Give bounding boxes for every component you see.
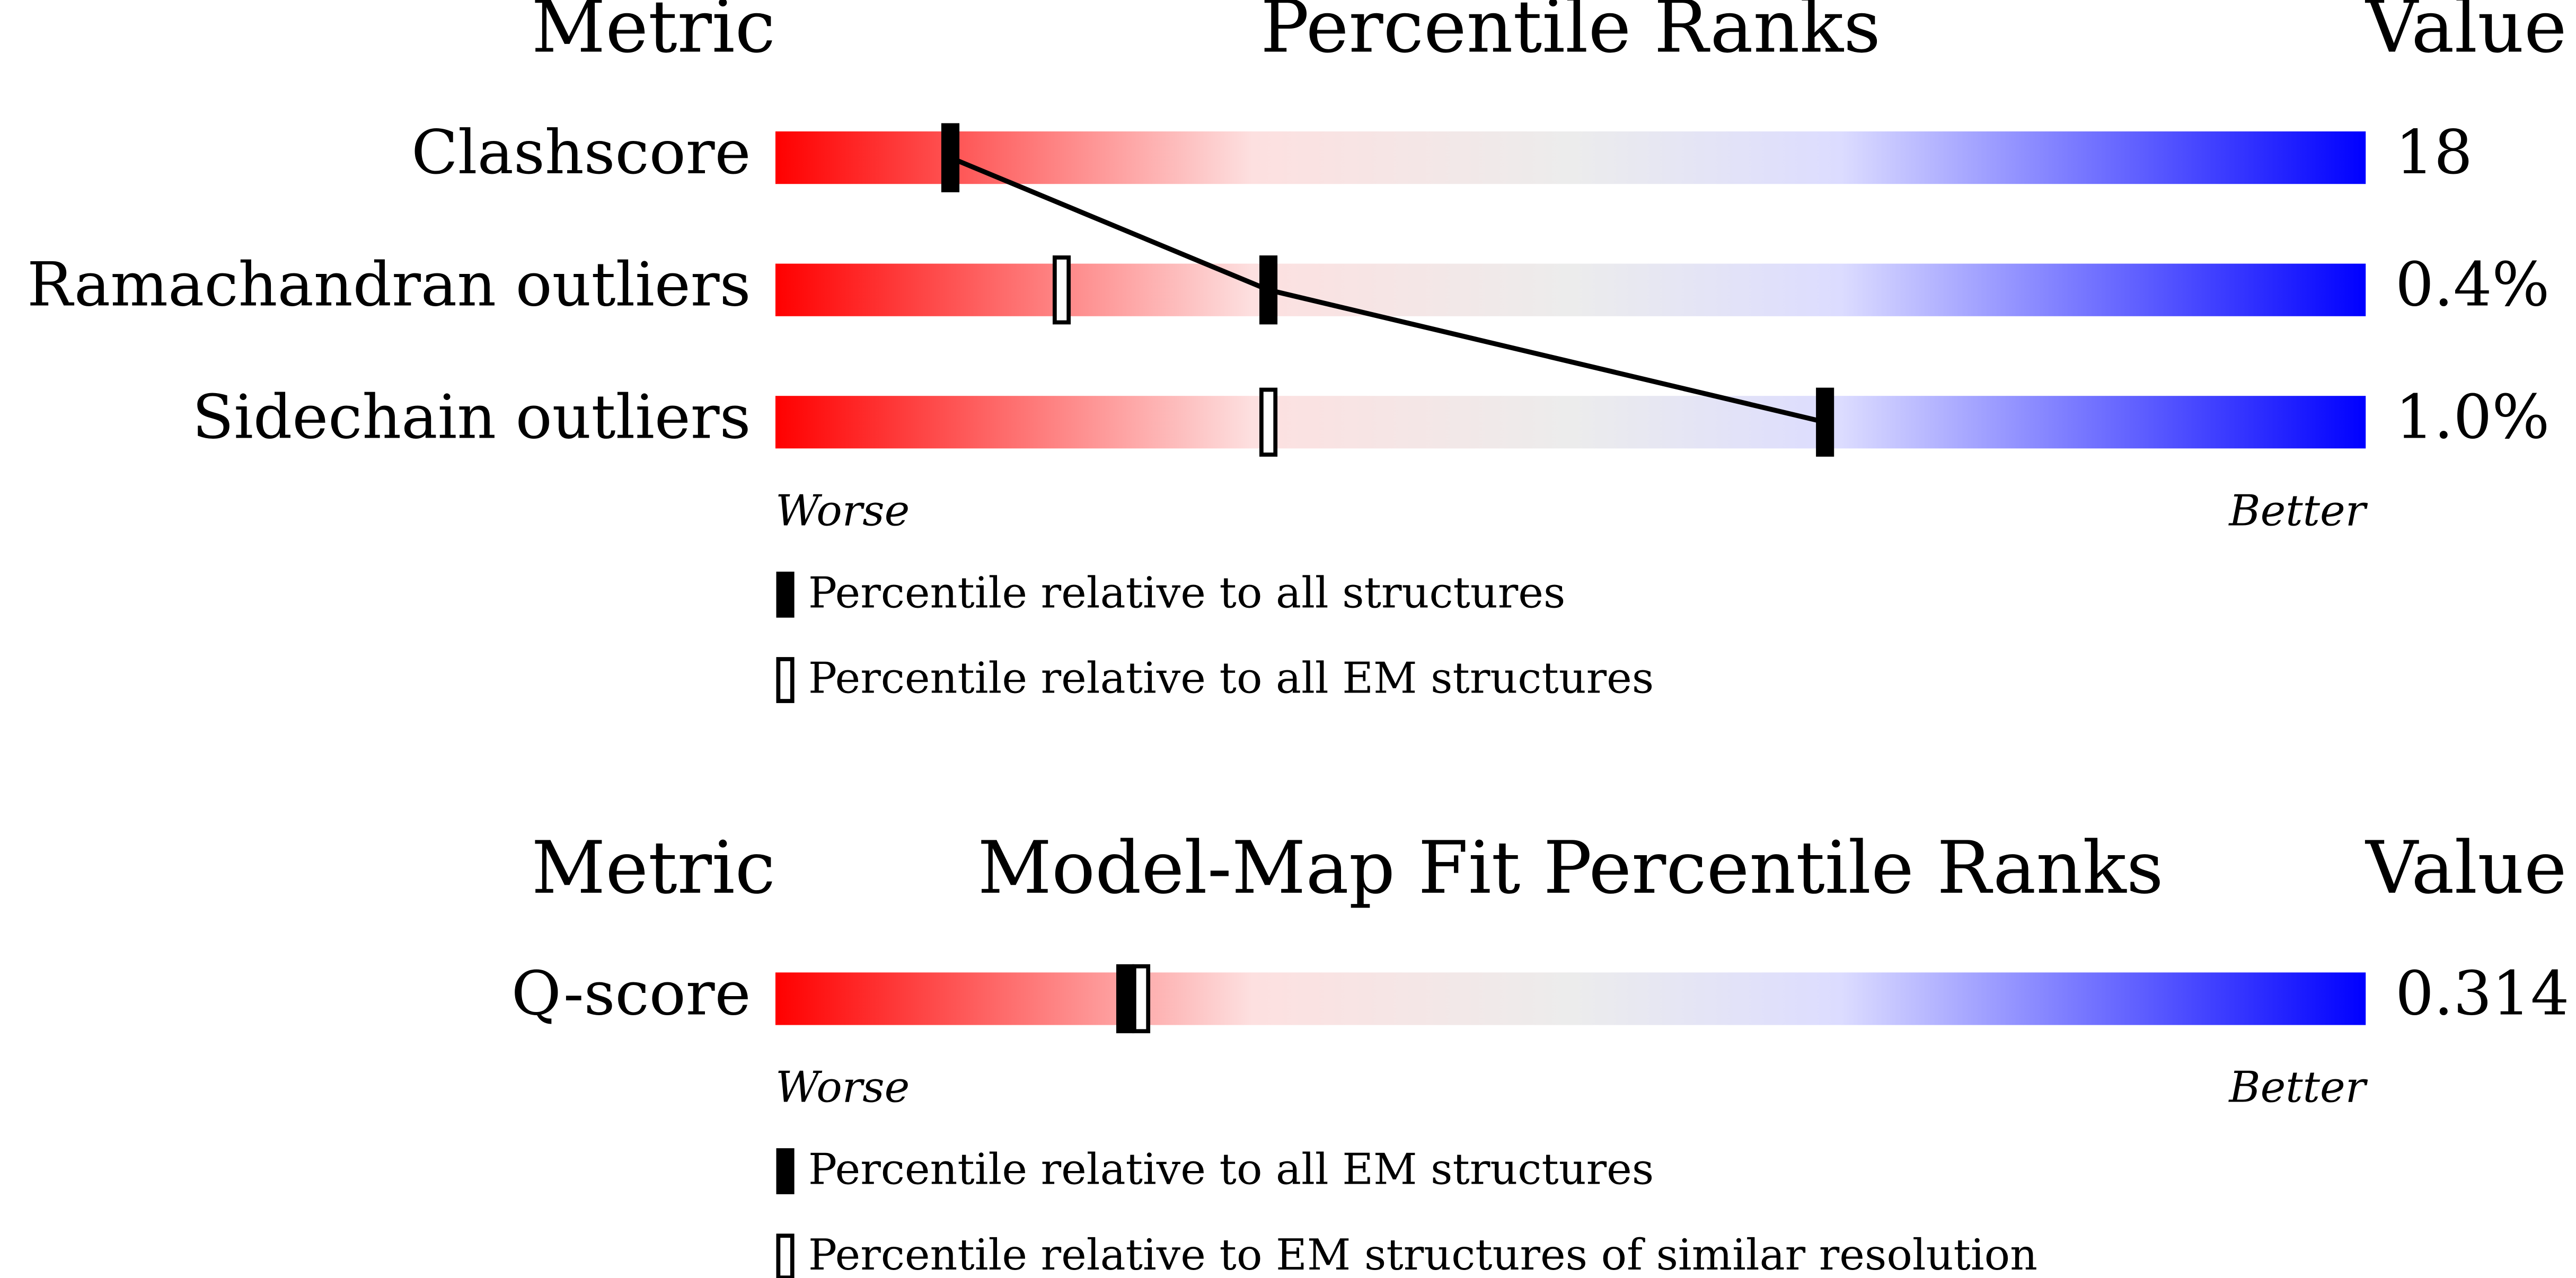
legend-label: Percentile relative to EM structures of …	[808, 1230, 2037, 1278]
metric-label: Q-score	[511, 958, 751, 1029]
marker-outline	[1259, 387, 1278, 457]
legend-icon	[776, 571, 795, 618]
slider-bar	[775, 131, 2366, 184]
axis-worse: Worse	[775, 486, 910, 536]
metric-value: 18	[2395, 118, 2473, 188]
slider-bar	[775, 972, 2366, 1025]
legend-icon	[776, 657, 795, 703]
header-value: Value	[2365, 826, 2566, 910]
metric-value: 1.0%	[2395, 382, 2549, 452]
header-metric: Metric	[532, 826, 775, 910]
legend-label: Percentile relative to all EM structures	[808, 1145, 1654, 1195]
legend-label: Percentile relative to all EM structures	[808, 654, 1654, 704]
axis-better: Better	[2228, 486, 2368, 536]
marker-filled	[1116, 964, 1135, 1034]
metric-label: Clashscore	[411, 118, 751, 188]
metric-value: 0.4%	[2395, 250, 2549, 321]
marker-filled	[941, 123, 960, 192]
marker-filled	[1816, 387, 1834, 457]
slider-bar	[775, 263, 2366, 316]
header-title: Percentile Ranks	[1260, 0, 1881, 69]
axis-better: Better	[2228, 1063, 2368, 1113]
slider-bar	[775, 396, 2366, 449]
metric-value: 0.314	[2395, 958, 2569, 1029]
connector	[1267, 287, 1826, 425]
legend-label: Percentile relative to all structures	[808, 568, 1565, 618]
connector	[949, 155, 1269, 292]
header-title: Model-Map Fit Percentile Ranks	[977, 826, 2163, 910]
marker-outline	[1052, 255, 1071, 325]
header-value: Value	[2365, 0, 2566, 69]
legend-icon	[776, 1148, 795, 1194]
header-metric: Metric	[532, 0, 775, 69]
metric-label: Sidechain outliers	[192, 382, 751, 452]
marker-filled	[1259, 255, 1278, 325]
marker-outline	[1132, 964, 1151, 1034]
legend-icon	[776, 1233, 795, 1278]
axis-worse: Worse	[775, 1063, 910, 1113]
metric-label: Ramachandran outliers	[27, 250, 751, 321]
